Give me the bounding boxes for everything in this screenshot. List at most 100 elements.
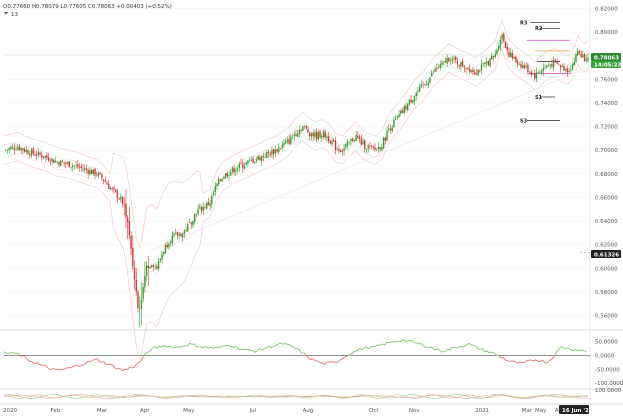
- candle-body: [154, 267, 155, 268]
- x-tick-label: 2021: [475, 408, 489, 414]
- oscillator-segment: [494, 353, 496, 355]
- oscillator-segment: [74, 365, 76, 366]
- candle-body: [448, 58, 449, 62]
- oscillator-segment: [55, 369, 57, 370]
- candle-body: [148, 266, 149, 268]
- oscillator-segment: [550, 359, 552, 361]
- candle-body: [7, 150, 8, 151]
- candle-body: [347, 141, 348, 145]
- candle-body: [354, 140, 355, 141]
- support-price-value: 0.61326: [594, 253, 619, 259]
- candle-body: [390, 129, 391, 131]
- candle-body: [321, 136, 322, 138]
- oscillator-segment: [20, 355, 22, 356]
- oscillator-segment: [499, 355, 501, 358]
- candle-body: [586, 59, 587, 60]
- candle-body: [584, 54, 585, 61]
- oscillator-segment: [422, 344, 424, 347]
- candle-body: [79, 167, 80, 168]
- candle-body: [402, 110, 403, 113]
- candle-body: [158, 261, 159, 269]
- candle-body: [393, 120, 394, 127]
- oscillator-line: [4, 340, 590, 371]
- candle-body: [46, 155, 47, 158]
- price-tick-label: 0.80000: [595, 30, 618, 36]
- candle-body: [115, 189, 116, 191]
- candle-body: [112, 188, 113, 189]
- candle-body: [513, 57, 514, 59]
- candle-body: [65, 163, 66, 164]
- candle-body: [201, 207, 202, 211]
- candle-body: [527, 65, 528, 72]
- third-panel-lines: [4, 395, 588, 399]
- candle-body: [172, 236, 173, 243]
- oscillator-segment: [364, 347, 366, 348]
- trendline: [150, 67, 588, 250]
- candle-body: [62, 162, 63, 163]
- indicator-toggle[interactable]: 13: [4, 12, 18, 18]
- candle-body: [364, 140, 365, 148]
- candle-body: [69, 161, 70, 167]
- candle-body: [580, 54, 581, 57]
- candle-body: [424, 84, 425, 85]
- oscillator-segment: [174, 347, 176, 348]
- oscillator-segment: [371, 346, 373, 347]
- candle-body: [237, 168, 238, 170]
- pivot-label: R3: [520, 20, 528, 26]
- candle-body: [118, 199, 119, 200]
- oscillator-segment: [43, 365, 45, 366]
- candle-body: [261, 156, 262, 161]
- oscillator-segment: [153, 347, 155, 348]
- candle-body: [409, 100, 410, 105]
- candle-body: [531, 72, 532, 75]
- oscillator-segment: [220, 346, 222, 348]
- oscillator-segment: [515, 361, 517, 363]
- candle-body: [405, 106, 406, 109]
- candle-body: [263, 156, 264, 157]
- candle-body: [436, 68, 437, 69]
- chevron-down-icon[interactable]: [4, 12, 8, 15]
- oscillator-segment: [578, 350, 580, 351]
- candle-body: [467, 68, 468, 69]
- oscillator-segment: [18, 353, 20, 356]
- oscillator-segment: [148, 351, 150, 352]
- candle-body: [129, 221, 130, 235]
- candle-body: [84, 168, 85, 169]
- candle-body: [153, 265, 154, 267]
- candle-body: [57, 162, 58, 163]
- candle-body: [508, 52, 509, 57]
- candle-body: [416, 93, 417, 97]
- candle-body: [330, 141, 331, 144]
- candle-body: [355, 135, 356, 141]
- x-tick-label: Mar: [97, 408, 108, 414]
- candle-body: [29, 154, 30, 155]
- candle-body: [453, 58, 454, 59]
- candle-body: [555, 60, 556, 61]
- candle-body: [19, 146, 20, 150]
- candle-body: [196, 214, 197, 215]
- oscillator-segment: [32, 362, 34, 364]
- candle-body: [338, 149, 339, 151]
- candle-body: [287, 140, 288, 142]
- candle-body: [15, 150, 16, 151]
- oscillator-segment: [362, 348, 364, 350]
- oscillator-segment: [448, 349, 450, 350]
- oscillator-segment: [290, 345, 292, 346]
- oscillator-segment: [334, 362, 336, 363]
- oscillator-segment: [390, 341, 392, 342]
- candle-body: [117, 191, 118, 198]
- candle-body: [233, 168, 234, 172]
- candle-body: [428, 83, 429, 85]
- candle-body: [507, 47, 508, 50]
- candle-body: [373, 146, 374, 147]
- candle-body: [434, 69, 435, 72]
- oscillator-segment: [352, 351, 354, 353]
- candle-body: [203, 207, 204, 211]
- candle-body: [529, 72, 530, 73]
- candle-body: [477, 70, 478, 76]
- candle-body: [342, 151, 343, 152]
- candle-body: [517, 61, 518, 64]
- candle-body: [469, 69, 470, 72]
- oscillator-segment: [76, 365, 78, 366]
